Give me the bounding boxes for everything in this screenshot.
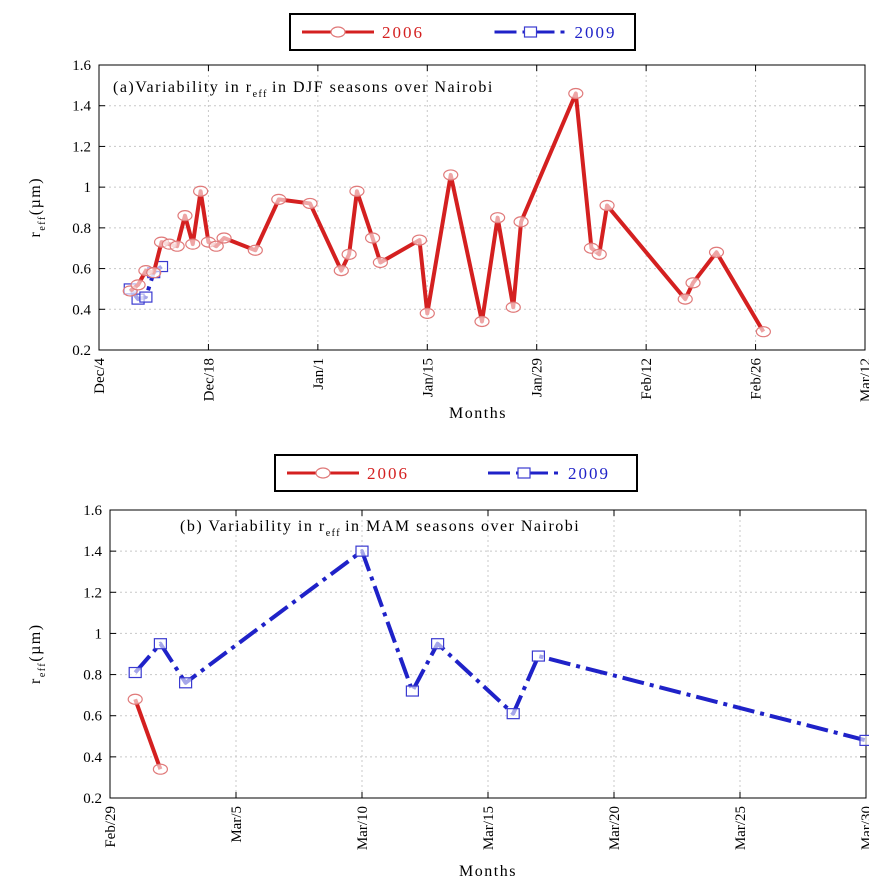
data-point-2006	[411, 234, 428, 246]
data-point-2006	[364, 232, 381, 244]
legend-label-2006: 2006	[382, 23, 424, 42]
y-tick-label: 0.8	[83, 668, 102, 684]
data-point-2006	[372, 256, 388, 269]
x-tick-label: Dec/4	[92, 358, 108, 394]
series-line-2006	[129, 91, 766, 333]
y-tick-label: 0.4	[72, 302, 91, 318]
data-point-2006	[505, 301, 521, 313]
x-tick-label: Mar/25	[733, 806, 749, 850]
x-tick-label: Mar/10	[355, 806, 371, 850]
legend-marker-2006	[330, 26, 346, 38]
y-tick-label: 1	[84, 180, 92, 196]
data-point-2009	[531, 650, 546, 662]
chart-title: (a)Variability in reff in DJF seasons ove…	[113, 79, 494, 100]
data-point-2009	[431, 638, 445, 650]
data-point-2009	[128, 666, 142, 679]
data-point-2006	[169, 240, 185, 252]
y-tick-label: 1.2	[83, 585, 102, 601]
y-tick-label: 0.4	[83, 750, 102, 766]
data-point-2006	[127, 693, 143, 705]
y-axis-title: reff(µm)	[27, 177, 48, 238]
x-tick-label: Jan/1	[311, 358, 327, 390]
series-line-2009	[133, 549, 867, 743]
data-point-2006	[341, 248, 357, 260]
data-point-2006	[193, 185, 209, 197]
data-point-2006	[247, 244, 263, 256]
legend-marker-2006	[315, 467, 331, 479]
legend-marker-2009	[523, 26, 538, 38]
data-point-2006	[568, 87, 584, 100]
x-tick-label: Dec/18	[201, 358, 217, 401]
data-point-2009	[179, 677, 193, 689]
data-point-2009	[506, 708, 520, 720]
data-point-2006	[271, 193, 287, 205]
y-tick-label: 0.2	[72, 343, 91, 359]
data-point-2006	[208, 240, 224, 252]
data-point-2009	[139, 291, 153, 303]
legend-marker-2009	[517, 467, 531, 479]
legend-label-2009: 2009	[575, 23, 617, 42]
data-point-2006	[216, 232, 232, 244]
data-point-2006	[599, 199, 615, 212]
data-point-2006	[349, 185, 365, 197]
data-point-2006	[130, 279, 146, 291]
x-tick-label: Mar/15	[481, 806, 497, 850]
data-point-2006	[419, 307, 435, 319]
y-tick-label: 0.6	[83, 709, 102, 725]
y-tick-label: 1.6	[72, 58, 91, 74]
y-tick-label: 0.6	[72, 262, 91, 278]
x-tick-label: Mar/5	[229, 806, 245, 843]
x-tick-label: Jan/15	[420, 358, 436, 397]
y-axis-title: reff(µm)	[27, 623, 48, 684]
legend-label-2006: 2006	[367, 464, 409, 483]
legend-box	[274, 454, 638, 492]
series-line-2006	[133, 698, 163, 770]
x-tick-label: Mar/12	[858, 358, 869, 402]
data-point-2006	[146, 267, 162, 279]
data-point-2006	[513, 216, 529, 228]
data-point-2006	[443, 169, 459, 181]
y-tick-label: 1.6	[83, 503, 102, 519]
x-tick-label: Feb/29	[103, 806, 119, 848]
y-tick-label: 0.8	[72, 221, 91, 237]
y-tick-label: 1	[95, 626, 103, 642]
plot-frame	[98, 64, 866, 351]
y-tick-label: 0.2	[83, 791, 102, 807]
y-tick-label: 1.2	[72, 139, 91, 155]
data-point-2006	[152, 763, 168, 775]
legend-label-2009: 2009	[568, 464, 610, 483]
data-point-2006	[302, 197, 318, 210]
data-point-2006	[685, 277, 701, 289]
x-tick-label: Feb/26	[749, 358, 765, 400]
x-axis-title: Months	[449, 405, 507, 422]
data-point-2009	[859, 734, 869, 747]
data-point-2009	[153, 638, 167, 650]
x-axis-title: Months	[459, 863, 517, 880]
x-tick-label: Mar/30	[859, 806, 869, 850]
data-point-2006	[177, 210, 193, 222]
data-point-2006	[677, 293, 693, 305]
x-tick-label: Feb/12	[639, 358, 655, 400]
y-tick-label: 1.4	[72, 99, 91, 115]
data-point-2006	[708, 246, 725, 258]
x-tick-label: Jan/29	[530, 358, 546, 397]
data-point-2006	[333, 265, 349, 277]
data-point-2006	[474, 315, 490, 328]
data-point-2009	[355, 545, 369, 557]
data-point-2006	[591, 248, 607, 260]
chart-b: 0.2 0.4 0.6 0.8 1 1.2 1.4 1.6 Feb/29 Mar/5 Mar/10 M…	[27, 454, 869, 880]
chart-a: 0.2 0.4 0.6 0.8 1 1.2 1.4 1.6 Dec/4 Dec/18 Jan/1 Ja…	[27, 13, 869, 422]
chart-title: (b) Variability in reff in MAM seasons ov…	[180, 518, 580, 539]
data-point-2009	[405, 685, 419, 697]
data-point-2006	[755, 326, 771, 338]
data-point-2006	[490, 212, 506, 224]
x-tick-label: Mar/20	[607, 806, 623, 850]
data-point-2006	[185, 238, 201, 250]
y-tick-label: 1.4	[83, 544, 102, 560]
